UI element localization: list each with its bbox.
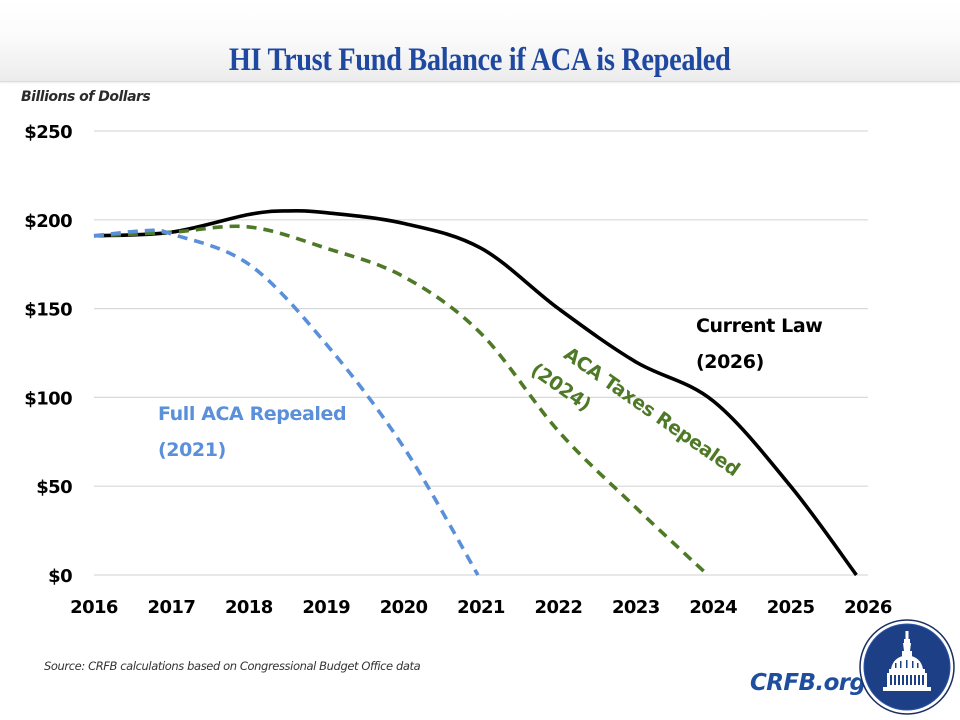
- crfb-brand-link[interactable]: CRFB.org: [750, 670, 866, 696]
- x-tick-label: 2024: [689, 597, 737, 618]
- label-current-law-line1: Current Law: [696, 315, 822, 337]
- x-tick-label: 2026: [844, 597, 892, 618]
- x-tick-label: 2021: [457, 597, 505, 618]
- chart-title: HI Trust Fund Balance if ACA is Repealed: [0, 40, 960, 80]
- source-note: Source: CRFB calculations based on Congr…: [44, 659, 421, 673]
- capitol-dome-seal-icon: [859, 619, 955, 715]
- y-tick-label: $0: [48, 566, 72, 587]
- x-tick-label: 2016: [70, 597, 118, 618]
- title-banner: HI Trust Fund Balance if ACA is Repealed: [0, 0, 960, 82]
- x-tick-label: 2017: [148, 597, 196, 618]
- series-line-aca-taxes-repealed: [93, 224, 710, 577]
- series-line-full-aca-repealed: [93, 228, 480, 576]
- label-full-aca-repealed-line2: (2021): [158, 439, 226, 461]
- label-current-law-line2: (2026): [696, 351, 764, 373]
- chart-title-text: HI Trust Fund Balance if ACA is Repealed: [229, 42, 731, 78]
- y-tick-label: $200: [24, 211, 72, 232]
- y-tick-label: $150: [24, 300, 72, 321]
- x-tick-label: 2019: [302, 597, 350, 618]
- x-axis-ticks: 2016 2017 2018 2019 2020 2021 2022 2023 2024 2025…: [70, 597, 892, 618]
- label-full-aca-repealed: Full ACA Repealed (2021): [158, 403, 347, 461]
- y-axis-title: Billions of Dollars: [21, 89, 151, 105]
- y-tick-label: $50: [36, 477, 72, 498]
- y-axis-ticks: $0 $50 $100 $150 $200 $250: [24, 122, 72, 587]
- x-tick-label: 2022: [535, 597, 583, 618]
- x-tick-label: 2020: [380, 597, 428, 618]
- x-tick-label: 2018: [225, 597, 273, 618]
- y-tick-label: $250: [24, 122, 72, 143]
- label-full-aca-repealed-line1: Full ACA Repealed: [158, 403, 346, 425]
- y-tick-label: $100: [24, 388, 72, 409]
- x-tick-label: 2025: [767, 597, 815, 618]
- series-line-current-law: [93, 208, 858, 577]
- x-tick-label: 2023: [612, 597, 660, 618]
- label-current-law: Current Law (2026): [696, 315, 823, 373]
- series-lines: [93, 208, 858, 577]
- gridlines: [94, 130, 868, 576]
